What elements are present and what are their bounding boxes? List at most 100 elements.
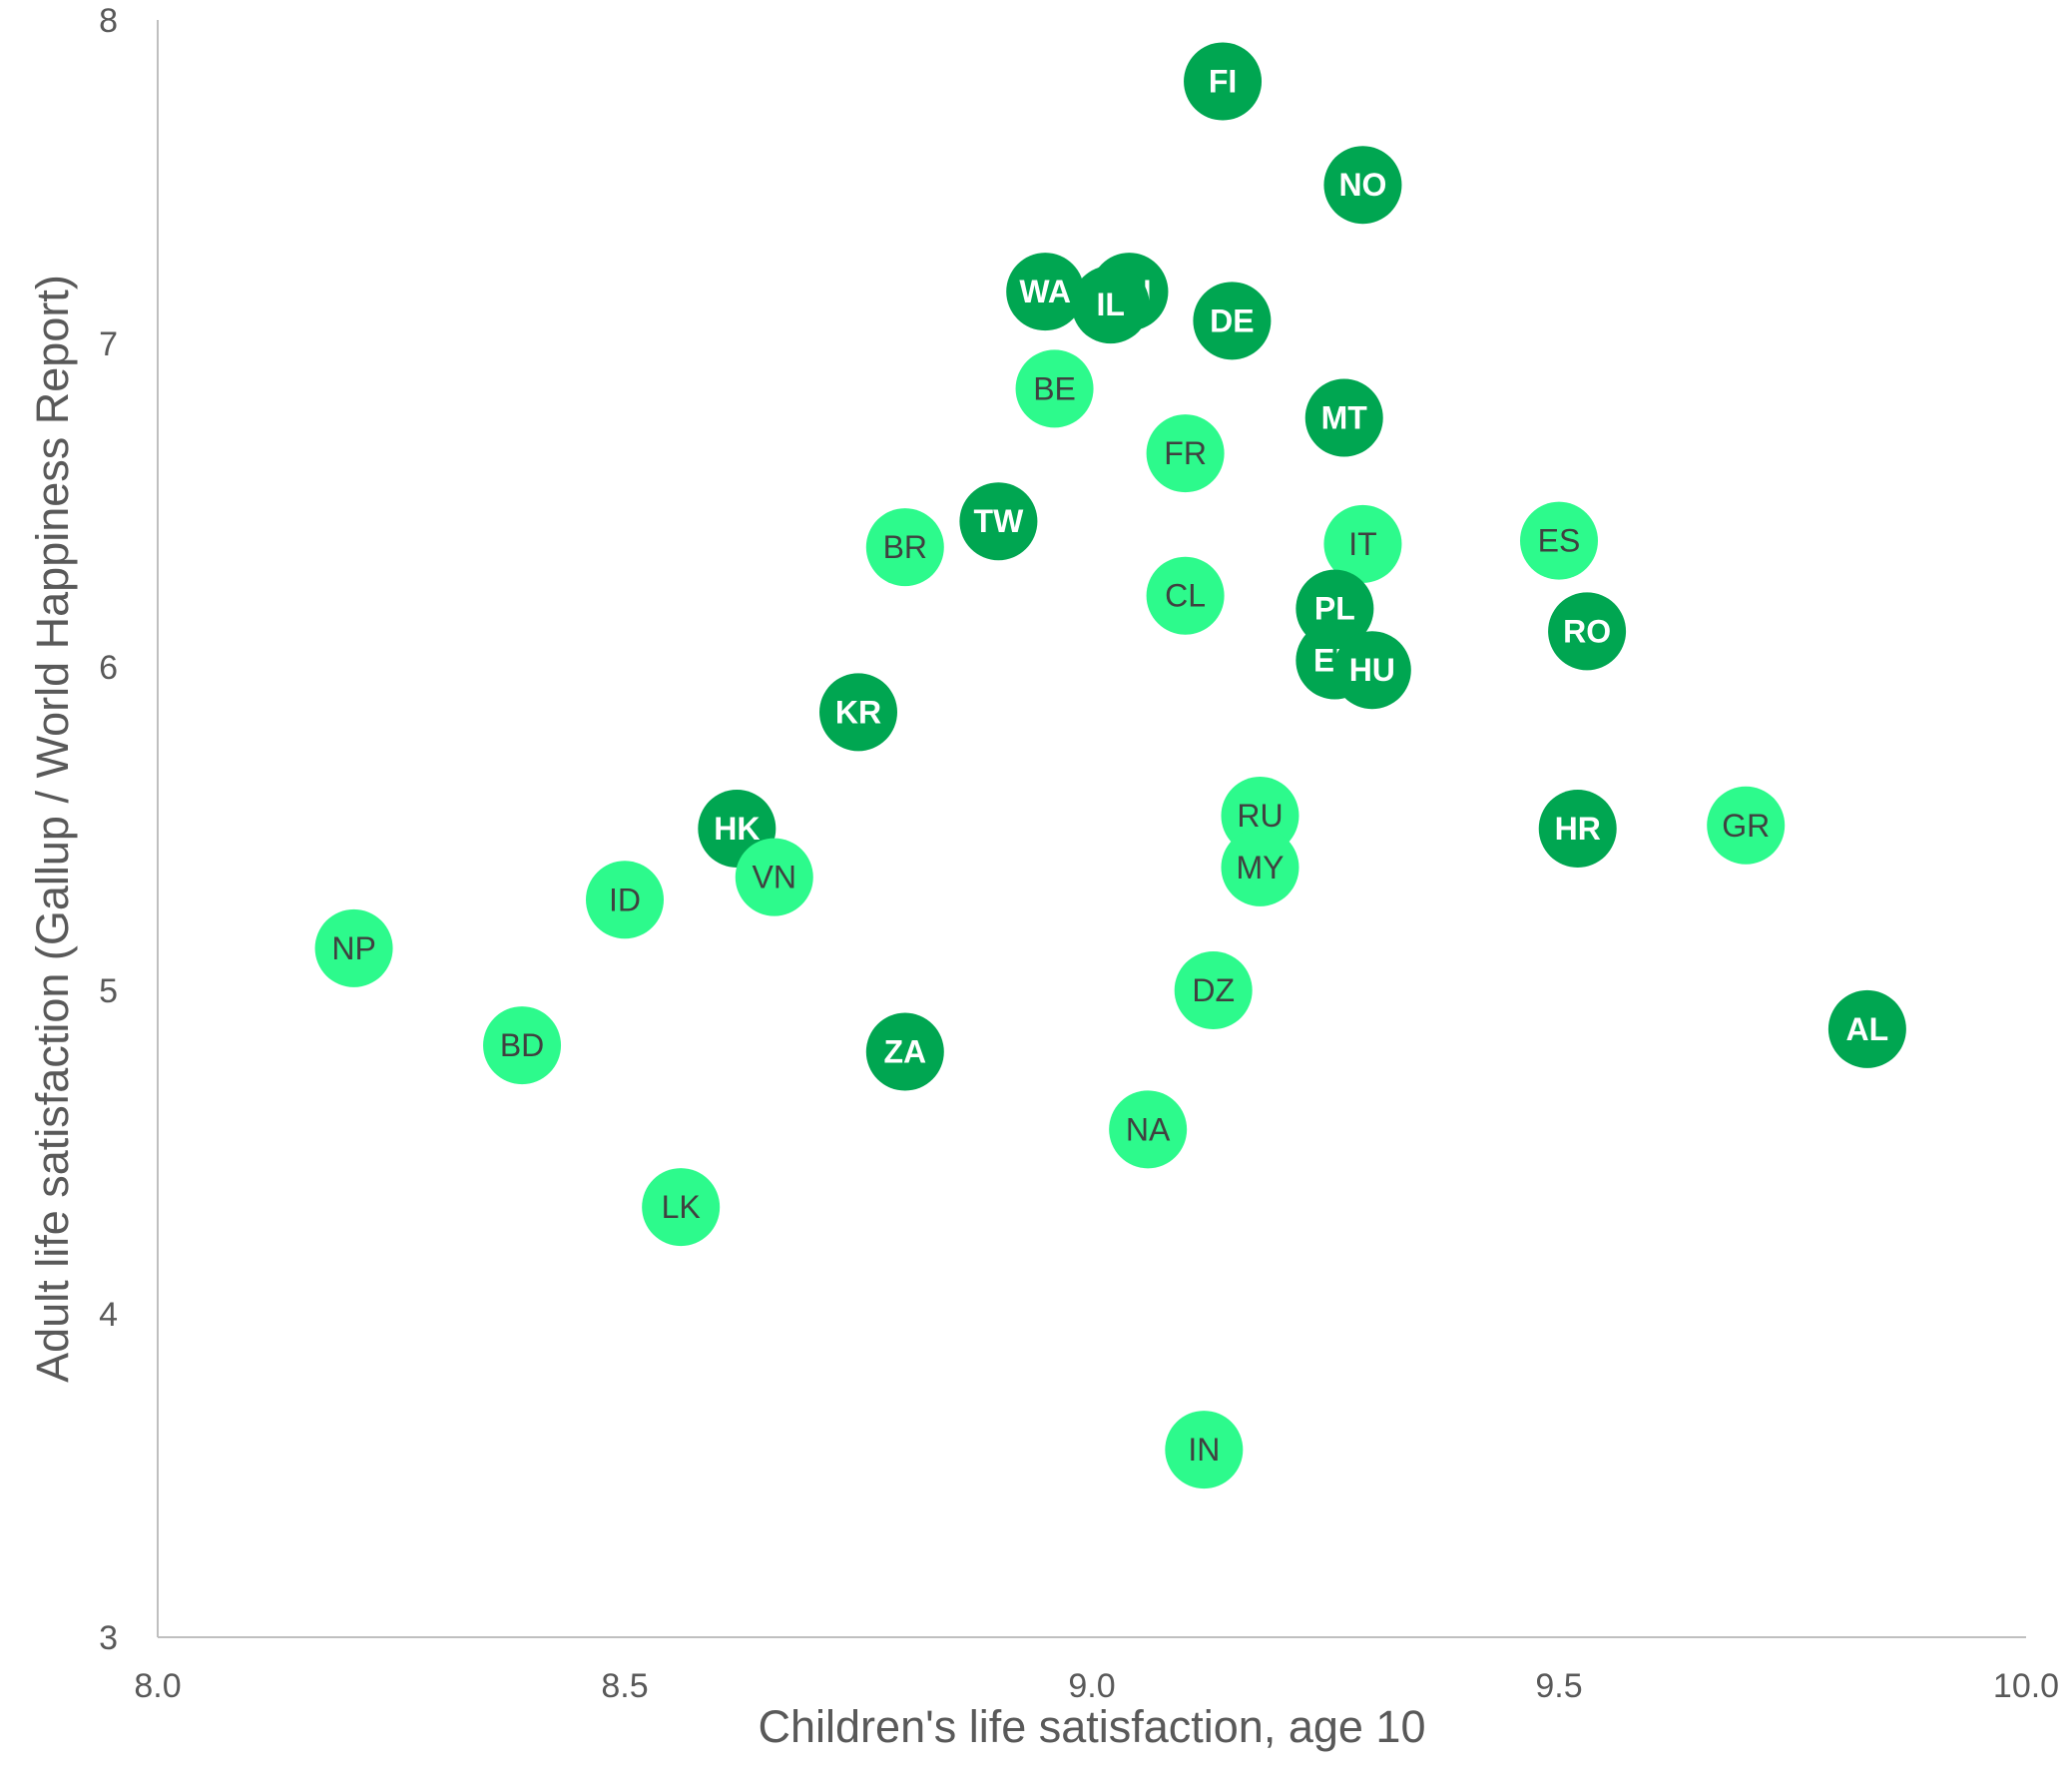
point-label: VN [753, 860, 796, 895]
point-marker [1015, 349, 1094, 428]
data-point-il: IL [1071, 266, 1150, 344]
data-point-de: DE [1193, 282, 1272, 360]
point-label: NP [331, 930, 375, 966]
point-label: RU [1237, 798, 1283, 834]
point-label: AL [1846, 1011, 1889, 1047]
y-tick-label: 5 [99, 972, 118, 1010]
point-marker [1538, 790, 1617, 868]
data-point-vn: VN [735, 838, 813, 916]
x-tick-label: 10.0 [1993, 1667, 2059, 1705]
point-label: FI [1209, 64, 1237, 100]
point-label: MT [1321, 400, 1368, 436]
point-label: TW [974, 503, 1025, 539]
point-label: BD [500, 1027, 544, 1063]
point-label: HR [1555, 811, 1601, 847]
data-point-bd: BD [483, 1006, 562, 1085]
point-marker [1174, 951, 1253, 1029]
point-label: ZA [883, 1034, 926, 1070]
data-point-my: MY [1221, 828, 1299, 906]
data-point-al: AL [1827, 989, 1906, 1068]
data-point-hr: HR [1538, 790, 1617, 868]
point-label: KR [835, 694, 881, 730]
point-label: NA [1126, 1111, 1171, 1147]
point-marker [1109, 1090, 1188, 1169]
data-point-be: BE [1015, 349, 1094, 428]
data-point-id: ID [586, 861, 664, 939]
point-label: CL [1165, 578, 1206, 614]
data-point-tw: TW [959, 482, 1038, 561]
data-point-lk: LK [642, 1168, 721, 1247]
point-marker [1221, 828, 1299, 906]
data-point-br: BR [865, 508, 944, 587]
point-marker [1520, 501, 1598, 580]
point-label: FR [1164, 435, 1207, 471]
point-marker [819, 673, 897, 752]
data-point-fi: FI [1184, 42, 1263, 121]
x-axis-title: Children's life satisfaction, age 10 [759, 1701, 1426, 1752]
y-tick-label: 4 [99, 1296, 118, 1334]
data-point-hu: HU [1332, 631, 1411, 710]
point-label: BR [883, 529, 927, 565]
point-label: DZ [1192, 972, 1235, 1008]
data-point-np: NP [314, 908, 393, 987]
point-label: GR [1722, 808, 1770, 844]
x-tick-label: 8.0 [134, 1667, 181, 1705]
point-label: WA [1019, 274, 1071, 309]
point-marker [483, 1006, 562, 1085]
data-point-cl: CL [1146, 556, 1225, 635]
point-marker [1071, 266, 1150, 344]
point-label: IL [1097, 287, 1125, 322]
point-marker [1707, 786, 1786, 865]
point-label: HK [714, 811, 760, 847]
x-tick-label: 9.0 [1068, 1667, 1115, 1705]
data-point-it: IT [1323, 504, 1402, 583]
y-axis-title: Adult life satisfaction (Gallup / World … [27, 275, 78, 1383]
data-point-ro: RO [1548, 592, 1627, 671]
point-marker [1146, 414, 1225, 493]
point-marker [1193, 282, 1272, 360]
point-label: DE [1210, 302, 1254, 338]
point-label: RO [1563, 613, 1611, 649]
x-tick-label: 9.5 [1535, 1667, 1582, 1705]
data-point-na: NA [1109, 1090, 1188, 1169]
data-point-gr: GR [1707, 786, 1786, 865]
point-label: IN [1188, 1432, 1220, 1468]
point-marker [959, 482, 1038, 561]
point-label: ID [609, 882, 641, 917]
point-label: ES [1538, 523, 1581, 559]
data-point-no: NO [1323, 146, 1402, 225]
y-tick-label: 3 [99, 1619, 118, 1657]
point-marker [865, 1012, 944, 1091]
data-point-wa: WA [1006, 253, 1085, 331]
point-marker [1332, 631, 1411, 710]
data-point-kr: KR [819, 673, 897, 752]
point-label: MY [1236, 850, 1284, 886]
point-marker [1146, 556, 1225, 635]
y-axis-ticks: 3 4 5 6 7 8 [99, 2, 118, 1657]
point-label: IT [1348, 526, 1376, 562]
data-point-es: ES [1520, 501, 1598, 580]
data-point-fr: FR [1146, 414, 1225, 493]
data-points: FINOWAENILDEBEMTFRTWBRITESCLPLROEEHUKRRU… [314, 42, 1906, 1489]
point-marker [642, 1168, 721, 1247]
point-marker [314, 908, 393, 987]
point-marker [1184, 42, 1263, 121]
point-label: BE [1033, 370, 1076, 406]
point-marker [1304, 378, 1383, 457]
point-marker [586, 861, 664, 939]
data-point-dz: DZ [1174, 951, 1253, 1029]
point-marker [1548, 592, 1627, 671]
y-tick-label: 6 [99, 649, 118, 687]
x-axis-ticks: 8.0 8.5 9.0 9.5 10.0 [134, 1667, 2059, 1705]
point-label: NO [1338, 167, 1386, 203]
point-marker [1323, 146, 1402, 225]
point-marker [735, 838, 813, 916]
point-marker [1165, 1411, 1244, 1489]
point-marker [1323, 504, 1402, 583]
point-label: LK [662, 1189, 701, 1225]
x-tick-label: 8.5 [601, 1667, 648, 1705]
data-point-mt: MT [1304, 378, 1383, 457]
point-marker [865, 508, 944, 587]
point-label: HU [1349, 652, 1395, 688]
